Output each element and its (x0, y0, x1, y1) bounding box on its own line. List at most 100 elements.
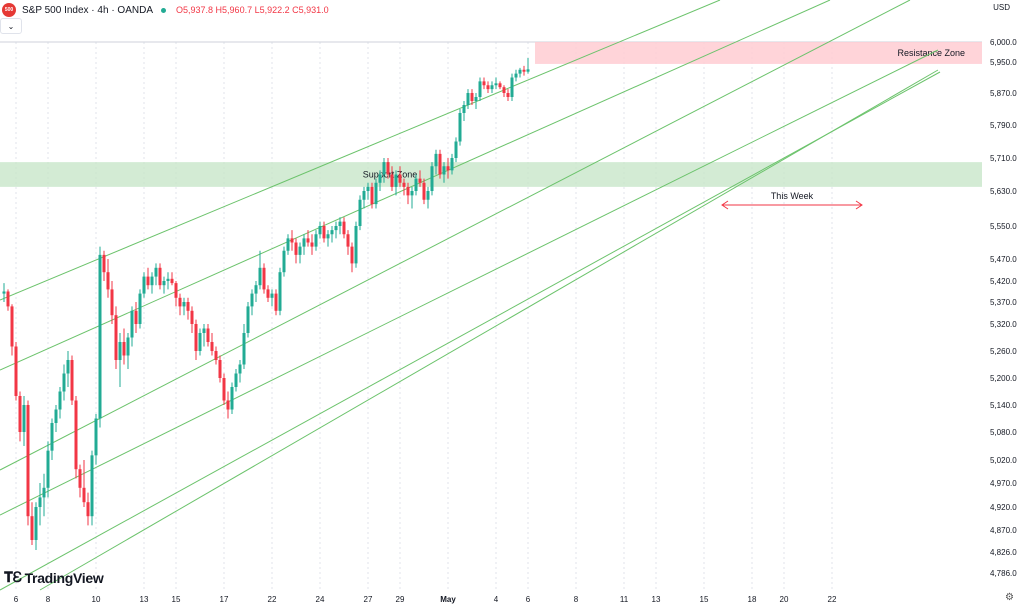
x-tick-label: 22 (828, 595, 837, 604)
symbol-title[interactable]: S&P 500 Index · 4h · OANDA (22, 4, 153, 16)
x-tick-label: 17 (220, 595, 229, 604)
y-tick-label: 5,710.0 (990, 154, 1017, 163)
candle-body (358, 199, 362, 226)
candle-body (466, 93, 470, 105)
candle-body (510, 77, 514, 97)
brand-logo[interactable]: 𝐓ℇ TradingView (4, 569, 104, 586)
candle-body (394, 174, 398, 187)
candle-body (422, 182, 426, 200)
candle-body (470, 93, 474, 101)
y-tick-label: 5,790.0 (990, 121, 1017, 130)
candle-body (386, 162, 390, 175)
candle-body (18, 396, 22, 432)
candle-body (506, 93, 510, 97)
candle-body (378, 174, 382, 183)
candle-body (366, 186, 370, 191)
candle-body (278, 272, 282, 311)
candle-body (178, 297, 182, 307)
y-tick-label: 4,970.0 (990, 479, 1017, 488)
candle-body (438, 153, 442, 175)
candle-body (282, 250, 286, 273)
symbol-badge[interactable]: 500 (2, 3, 16, 17)
candle-body (362, 191, 366, 200)
x-tick-label: May (440, 595, 456, 604)
chart-header: 500 S&P 500 Index · 4h · OANDA O5,937.8 … (0, 0, 982, 20)
support-zone (0, 162, 982, 187)
x-tick-label: 13 (140, 595, 149, 604)
candle-body (414, 178, 418, 191)
candle-body (210, 342, 214, 351)
candle-body (170, 278, 174, 284)
y-tick-label: 5,870.0 (990, 89, 1017, 98)
candle-body (498, 83, 502, 88)
candle-body (286, 238, 290, 251)
candle-body (98, 254, 102, 419)
candle-body (522, 69, 526, 72)
x-tick-label: 15 (172, 595, 181, 604)
candle-body (274, 293, 278, 311)
brand-name: TradingView (24, 569, 104, 586)
candle-body (486, 85, 490, 90)
candle-body (222, 378, 226, 401)
candle-body (154, 267, 158, 277)
candle-body (142, 276, 146, 294)
candle-body (374, 182, 378, 205)
gear-icon[interactable]: ⚙ (1005, 592, 1014, 603)
x-tick-label: 24 (316, 595, 325, 604)
channel-line-6 (39, 69, 939, 591)
candle-body (22, 405, 26, 432)
candle-body (26, 405, 30, 517)
x-tick-label: 15 (700, 595, 709, 604)
candle-body (174, 283, 178, 298)
x-tick-label: 18 (748, 595, 757, 604)
candle-body (246, 306, 250, 333)
candle-body (334, 226, 338, 231)
chevron-down-icon[interactable]: ⌄ (0, 18, 22, 34)
candle-body (458, 113, 462, 142)
candle-body (306, 238, 310, 243)
candle-body (114, 315, 118, 360)
candle-body (238, 364, 242, 374)
candle-body (406, 186, 410, 196)
candle-body (138, 293, 142, 324)
arrow-right-icon (855, 200, 863, 210)
candle-body (342, 221, 346, 235)
x-tick-label: 20 (780, 595, 789, 604)
candle-body (314, 234, 318, 247)
x-tick-label: 27 (364, 595, 373, 604)
y-tick-label: 5,140.0 (990, 401, 1017, 410)
y-tick-label: 5,370.0 (990, 298, 1017, 307)
y-tick-label: 5,630.0 (990, 187, 1017, 196)
candle-body (442, 166, 446, 175)
candle-body (50, 423, 54, 451)
candle-body (370, 186, 374, 205)
candle-body (258, 267, 262, 286)
y-tick-label: 6,000.0 (990, 38, 1017, 47)
candle-body (474, 97, 478, 101)
candle-body (190, 310, 194, 324)
candle-body (214, 351, 218, 360)
candle-body (74, 400, 78, 470)
candle-body (502, 87, 506, 93)
candle-body (162, 281, 166, 286)
close-value: C5,931.0 (292, 5, 329, 15)
currency-selector[interactable]: USD (993, 3, 1010, 12)
candle-body (250, 293, 254, 307)
x-tick-label: 22 (268, 595, 277, 604)
candle-body (206, 328, 210, 342)
candle-body (90, 455, 94, 517)
candle-body (34, 507, 38, 540)
candle-body (150, 276, 154, 286)
candle-body (234, 373, 238, 387)
candle-body (302, 238, 306, 247)
candle-body (146, 276, 150, 286)
channel-line-3 (0, 0, 911, 471)
y-tick-label: 5,950.0 (990, 58, 1017, 67)
candle-body (66, 360, 70, 374)
y-tick-label: 5,320.0 (990, 320, 1017, 329)
candle-body (402, 182, 406, 187)
candle-body (46, 450, 50, 488)
candle-body (106, 272, 110, 290)
candle-body (54, 409, 58, 423)
